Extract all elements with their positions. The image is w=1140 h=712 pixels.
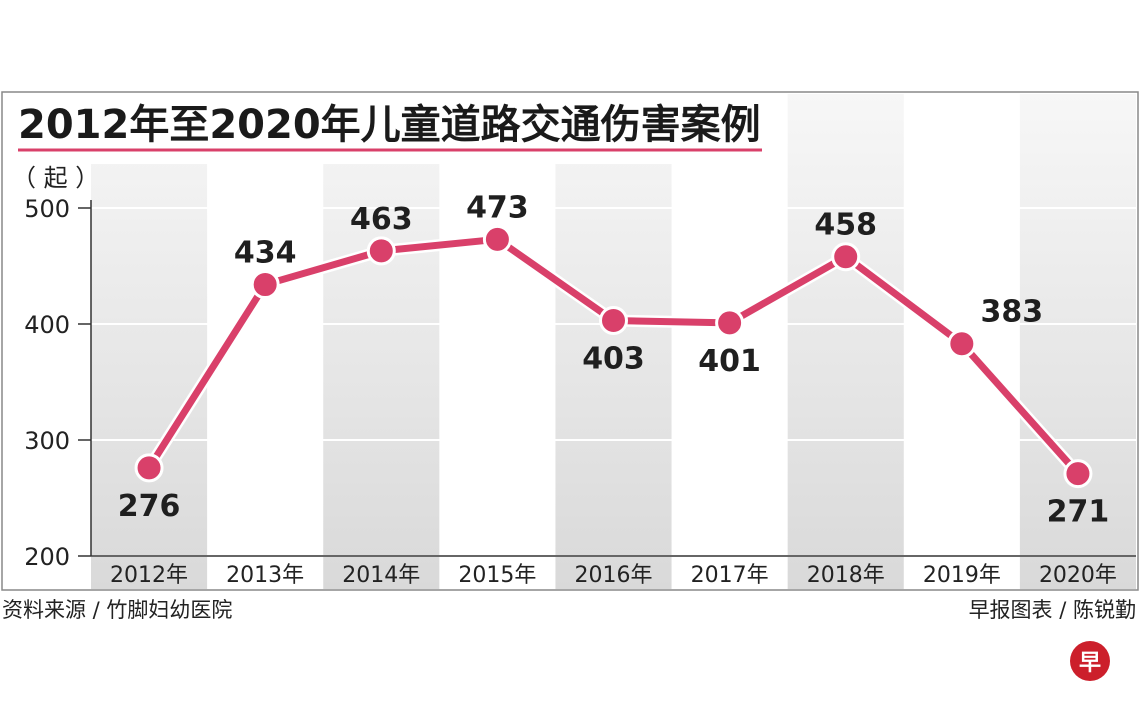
data-point — [366, 236, 396, 266]
data-point — [1063, 459, 1093, 489]
data-point — [250, 270, 280, 300]
x-tick-label: 2014年 — [342, 563, 420, 588]
column-band — [91, 94, 208, 589]
x-tick-label: 2017年 — [691, 563, 769, 588]
data-point — [482, 224, 512, 254]
column-band — [787, 94, 904, 589]
y-tick-label: 300 — [24, 427, 70, 455]
x-tick-label: 2016年 — [575, 563, 653, 588]
data-label: 463 — [350, 202, 413, 237]
data-label: 473 — [466, 190, 529, 225]
chart-title: 2012年至2020年儿童道路交通伤害案例 — [18, 102, 761, 148]
x-tick-label: 2015年 — [458, 563, 536, 588]
zaobao-logo: 早 — [1070, 641, 1110, 681]
credit-note: 早报图表 / 陈锐勤 — [968, 598, 1136, 622]
data-label: 458 — [814, 208, 877, 243]
y-unit-label: （ 起 ） — [12, 164, 99, 192]
x-tick-label: 2020年 — [1039, 563, 1117, 588]
data-label: 403 — [582, 342, 645, 377]
y-tick-label: 500 — [24, 195, 70, 223]
column-band — [1019, 94, 1136, 589]
data-point — [947, 329, 977, 359]
data-label: 271 — [1047, 495, 1110, 530]
data-label: 276 — [118, 489, 181, 524]
data-point — [134, 453, 164, 483]
column-band — [323, 94, 440, 589]
y-tick-label: 200 — [24, 543, 70, 571]
data-label: 434 — [234, 236, 297, 271]
data-label: 401 — [698, 344, 761, 379]
x-tick-label: 2018年 — [807, 563, 885, 588]
data-point — [715, 308, 745, 338]
source-note: 资料来源 / 竹脚妇幼医院 — [2, 598, 233, 622]
y-tick-label: 400 — [24, 311, 70, 339]
title-background — [4, 94, 774, 164]
column-band — [555, 94, 672, 589]
x-tick-label: 2012年 — [110, 563, 188, 588]
data-point — [599, 306, 628, 336]
x-tick-label: 2019年 — [923, 563, 1001, 588]
data-label: 383 — [981, 295, 1044, 330]
x-tick-label: 2013年 — [226, 563, 304, 588]
data-point — [831, 242, 861, 272]
